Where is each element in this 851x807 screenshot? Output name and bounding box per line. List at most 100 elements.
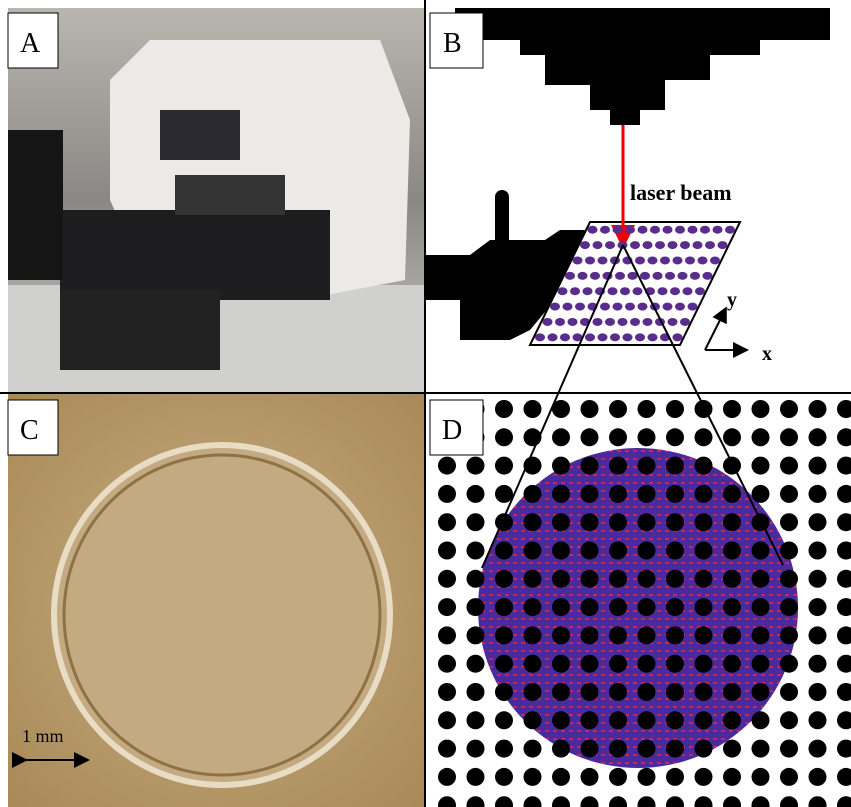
dot [780,542,798,560]
dot [552,428,570,446]
dot [780,626,798,644]
dot [723,711,741,729]
dot [695,626,713,644]
dot [609,570,627,588]
dot [638,570,656,588]
panel-display [160,110,240,160]
plate-well [590,272,600,280]
label-c: C [8,400,58,455]
dot [467,542,485,560]
dot [723,655,741,673]
dot [524,400,542,418]
dot [638,598,656,616]
plate-well [670,287,680,295]
dot [752,683,770,701]
dot [723,740,741,758]
dot [809,626,827,644]
panel-label: B [443,28,462,59]
dot [524,598,542,616]
dot [695,768,713,786]
dot [780,711,798,729]
dot [467,485,485,503]
dot [780,513,798,531]
dot [695,655,713,673]
dot [524,542,542,560]
dot [495,768,513,786]
dot [752,428,770,446]
dot [638,768,656,786]
plate-well [543,318,553,326]
dot [438,768,456,786]
dot [723,683,741,701]
plate-well [665,272,675,280]
plate-well [668,241,678,249]
label-a: A [8,13,58,68]
plate-well [605,318,615,326]
dot [695,428,713,446]
dot [809,740,827,758]
dot [495,683,513,701]
dot [467,655,485,673]
plate-well [630,241,640,249]
dot [695,570,713,588]
plate-well [638,226,648,234]
plate-well [635,333,645,341]
dot [438,485,456,503]
plate-well [675,303,685,311]
plate-well [600,226,610,234]
plate-well [583,287,593,295]
dot [752,485,770,503]
dot [809,655,827,673]
plate-well [630,318,640,326]
panel-d [425,393,851,807]
label-b: B [430,13,483,68]
dot [780,740,798,758]
plate-well [673,256,683,264]
dot [695,598,713,616]
dot [809,513,827,531]
dot [581,542,599,560]
plate-well [673,333,683,341]
dot [438,457,456,475]
dot [809,542,827,560]
dot [581,768,599,786]
dot [638,542,656,560]
stage [60,210,330,300]
dot [609,711,627,729]
dot [695,542,713,560]
dot [438,570,456,588]
dot [695,740,713,758]
dot [495,655,513,673]
annotation: laser beam [630,180,732,205]
dot [780,428,798,446]
plate-well [605,241,615,249]
plate-well [585,333,595,341]
post [495,190,509,250]
plate-well [713,226,723,234]
dot [666,655,684,673]
plate-well [568,318,578,326]
dot [638,457,656,475]
plate-well [565,272,575,280]
dot [438,655,456,673]
dot [666,400,684,418]
dot [552,740,570,758]
dot [438,683,456,701]
plate-well [663,226,673,234]
dot [438,740,456,758]
plate-well [608,287,618,295]
dot [609,542,627,560]
dot [752,711,770,729]
dot [552,485,570,503]
dot [638,711,656,729]
dot [581,485,599,503]
dot [495,740,513,758]
plate-well [618,318,628,326]
dot [666,428,684,446]
optics [175,175,285,215]
axis-label: y [727,289,737,311]
dot [524,768,542,786]
dot [609,740,627,758]
dot [581,513,599,531]
dot [809,457,827,475]
